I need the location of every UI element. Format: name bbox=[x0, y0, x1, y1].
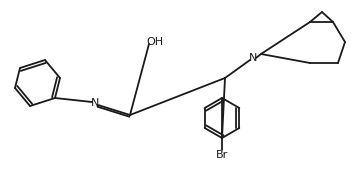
Text: OH: OH bbox=[147, 37, 163, 47]
Text: Br: Br bbox=[216, 150, 228, 160]
Text: N: N bbox=[91, 98, 99, 108]
Text: N: N bbox=[249, 53, 257, 63]
